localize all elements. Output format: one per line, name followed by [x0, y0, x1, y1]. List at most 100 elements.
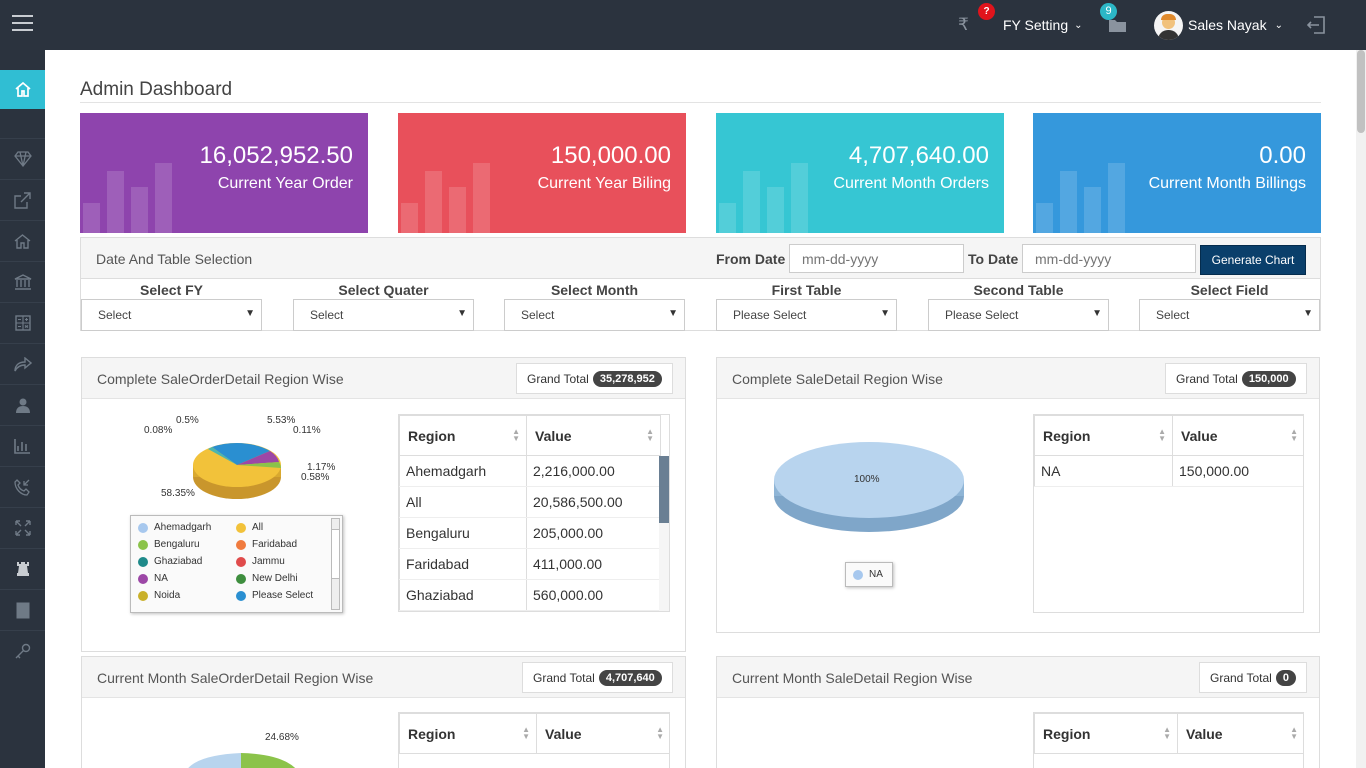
legend-item[interactable]: Bengaluru [138, 539, 200, 550]
fy-setting-dropdown[interactable]: FY Setting ⌄ [1003, 0, 1083, 50]
panel-complete-saledetail: Complete SaleDetail Region Wise Grand To… [716, 357, 1320, 633]
legend-scrollbar[interactable] [331, 518, 340, 610]
pie-chart [774, 442, 964, 532]
chess-rook-icon [16, 562, 29, 576]
table-row: Ghaziabad 560,000.00 [399, 579, 661, 611]
logout-button[interactable] [1307, 0, 1326, 50]
select-value: Select [1156, 308, 1190, 322]
select-quater-label: Select Quater [338, 282, 429, 298]
legend-item[interactable]: Noida [138, 590, 180, 601]
legend-item[interactable]: All [236, 522, 263, 533]
stat-label: Current Month Billings [1148, 175, 1306, 192]
filter-title: Date And Table Selection [96, 251, 253, 267]
grand-total-label: Grand Total [527, 371, 589, 386]
column-header-value[interactable]: Value ▲ ▼ [526, 415, 661, 456]
sort-icon: ▲ ▼ [1158, 427, 1166, 443]
stat-current-year-billing[interactable]: 150,000.00 Current Year Biling [398, 113, 686, 233]
sidebar-item-share[interactable] [0, 343, 45, 384]
table-row: NA 150,000.00 [1034, 455, 1303, 487]
user-menu[interactable]: Sales Nayak ⌄ [1154, 0, 1283, 50]
sidebar-item-calculator[interactable] [0, 302, 45, 343]
first-table-label: First Table [771, 282, 842, 298]
select-field-dropdown[interactable]: Select ▼ [1139, 299, 1320, 331]
avatar [1154, 10, 1183, 40]
stat-value: 16,052,952.50 [199, 142, 353, 169]
legend-item[interactable]: New Delhi [236, 573, 298, 584]
sidebar-item-chess[interactable] [0, 548, 45, 589]
panel-title: Current Month SaleDetail Region Wise [732, 670, 973, 686]
table-scrollbar[interactable] [659, 456, 669, 611]
first-table-dropdown[interactable]: Please Select ▼ [716, 299, 897, 331]
legend-item[interactable]: Please Select [236, 590, 313, 601]
sidebar-item-expand[interactable] [0, 507, 45, 548]
sidebar-item-diamond[interactable] [0, 138, 45, 179]
legend-item[interactable]: Ghaziabad [138, 556, 202, 567]
sort-icon: ▲ ▼ [656, 725, 664, 741]
panel-title: Current Month SaleOrderDetail Region Wis… [97, 670, 374, 686]
column-header-value[interactable]: Value ▲ ▼ [1177, 713, 1303, 754]
caret-down-icon: ▼ [880, 308, 890, 319]
external-link-icon [14, 191, 31, 209]
home-icon [14, 234, 31, 249]
legend-item[interactable]: NA [138, 573, 168, 584]
stat-label: Current Month Orders [833, 175, 989, 192]
menu-toggle-icon[interactable] [12, 15, 33, 31]
scrollbar-thumb[interactable] [1357, 50, 1365, 133]
bars-icon [401, 163, 490, 233]
filter-header: Date And Table Selection From Date To Da… [81, 238, 1320, 279]
sidebar-item-bank[interactable] [0, 261, 45, 302]
sidebar-item-home-2[interactable] [0, 220, 45, 261]
legend-item[interactable]: Faridabad [236, 539, 297, 550]
page-scrollbar[interactable] [1356, 50, 1366, 768]
legend-item[interactable]: Jammu [236, 556, 285, 567]
grand-total-badge: Grand Total 4,707,640 [522, 662, 673, 693]
sidebar-item-user[interactable] [0, 384, 45, 425]
grand-total-value: 4,707,640 [598, 669, 662, 686]
column-header-region[interactable]: Region ▲ ▼ [399, 713, 537, 754]
select-month-dropdown[interactable]: Select ▼ [504, 299, 685, 331]
column-header-value[interactable]: Value ▲ ▼ [1172, 415, 1303, 456]
home-icon [14, 81, 31, 97]
legend-item[interactable]: NA [853, 569, 883, 580]
stat-current-year-order[interactable]: 16,052,952.50 Current Year Order [80, 113, 368, 233]
sidebar-item-home[interactable] [0, 70, 53, 109]
folder-badge: 9 [1100, 3, 1117, 20]
pie-label: 1.17% [307, 462, 336, 473]
pie-legend: Ahemadgarh All Bengaluru Faridabad Ghazi… [130, 515, 343, 613]
panel-current-month-saledetail: Current Month SaleDetail Region Wise Gra… [716, 656, 1320, 768]
fy-currency-button[interactable]: ₹ ? [958, 0, 995, 50]
sidebar-item-key[interactable] [0, 630, 45, 671]
from-date-input[interactable] [789, 244, 964, 273]
folder-button[interactable]: 9 [1100, 0, 1127, 50]
select-fy-dropdown[interactable]: Select ▼ [81, 299, 262, 331]
stat-current-month-billings[interactable]: 0.00 Current Month Billings [1033, 113, 1321, 233]
stat-value: 150,000.00 [550, 142, 671, 169]
pie-label: 0.08% [144, 425, 173, 436]
bars-icon [1036, 163, 1125, 233]
grand-total-label: Grand Total [533, 670, 595, 685]
select-quater-dropdown[interactable]: Select ▼ [293, 299, 474, 331]
column-header-value[interactable]: Value ▲ ▼ [536, 713, 669, 754]
pie-label: 0.5% [176, 415, 199, 426]
sidebar-item-calls[interactable] [0, 466, 45, 507]
stat-current-month-orders[interactable]: 4,707,640.00 Current Month Orders [716, 113, 1004, 233]
select-value: Please Select [733, 308, 807, 322]
generate-chart-button[interactable]: Generate Chart [1200, 245, 1306, 275]
column-header-region[interactable]: Region ▲ ▼ [1034, 713, 1178, 754]
sidebar-item-chart[interactable] [0, 425, 45, 466]
date-table-selection-panel: Date And Table Selection From Date To Da… [80, 237, 1321, 331]
pie-legend: NA [845, 562, 893, 587]
page-title: Admin Dashboard [80, 79, 233, 100]
to-date-input[interactable] [1022, 244, 1196, 273]
panel-current-month-saleorderdetail: Current Month SaleOrderDetail Region Wis… [81, 656, 686, 768]
caret-down-icon: ▼ [668, 308, 678, 319]
second-table-dropdown[interactable]: Please Select ▼ [928, 299, 1109, 331]
table-row: All 20,586,500.00 [399, 486, 661, 518]
sidebar-item-external[interactable] [0, 179, 45, 220]
caret-down-icon: ▼ [457, 308, 467, 319]
sidebar-item-book[interactable] [0, 589, 45, 630]
column-header-region[interactable]: Region ▲ ▼ [1034, 415, 1173, 456]
column-header-region[interactable]: Region ▲ ▼ [399, 415, 527, 456]
region-table: Region ▲ ▼ Value ▲ ▼ NA 150,000.00 [1033, 414, 1304, 613]
legend-item[interactable]: Ahemadgarh [138, 522, 211, 533]
